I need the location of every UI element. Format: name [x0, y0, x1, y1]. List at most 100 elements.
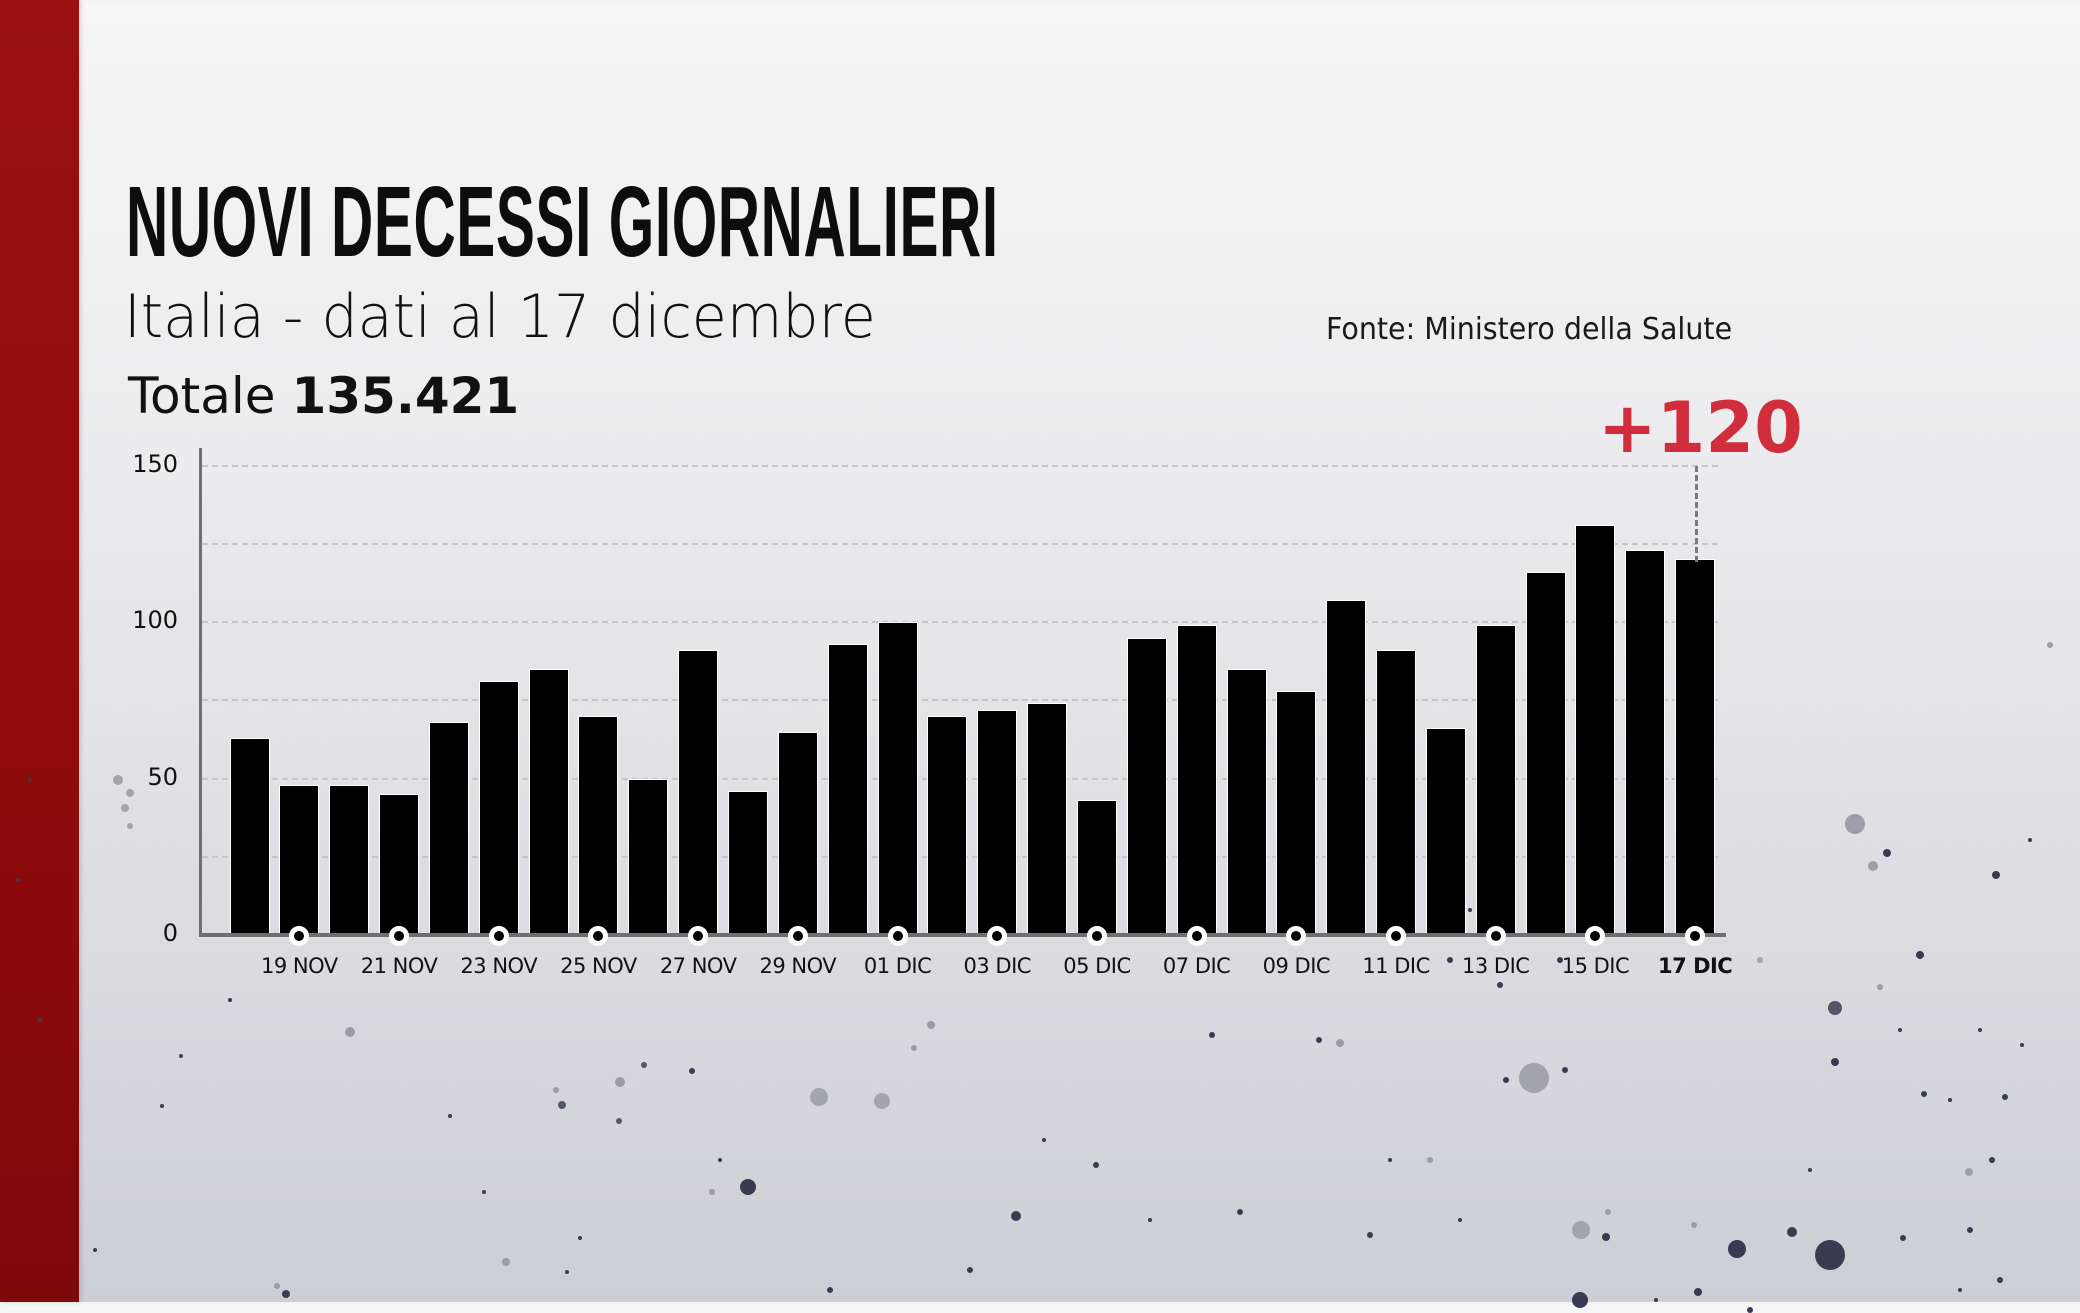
y-tick-label: 0	[162, 919, 178, 947]
x-tick-label: 11 DIC	[1362, 954, 1430, 978]
decorative-dot	[578, 1236, 582, 1240]
x-tick-label: 03 DIC	[963, 954, 1032, 978]
x-tick-label: 07 DIC	[1162, 954, 1231, 978]
decorative-dot	[1787, 1227, 1797, 1237]
x-tick-marker	[1585, 926, 1606, 946]
decorative-dot	[274, 1283, 280, 1289]
bar	[1475, 625, 1516, 936]
total-deaths: Totale 135.421	[128, 366, 519, 426]
x-tick-label: 09 DIC	[1262, 954, 1331, 978]
x-tick-marker	[488, 926, 509, 946]
y-tick-label: 50	[147, 762, 178, 791]
decorative-dot	[1898, 1028, 1902, 1032]
decorative-dot	[1336, 1039, 1344, 1047]
decorative-dot	[502, 1258, 510, 1266]
decorative-dot	[93, 1248, 97, 1252]
decorative-dot	[2047, 642, 2053, 648]
bar	[528, 668, 569, 936]
bar	[1425, 728, 1466, 936]
bar	[777, 731, 818, 936]
x-tick-marker	[1685, 926, 1706, 946]
decorative-dot	[282, 1290, 290, 1298]
decorative-dot	[1042, 1138, 1046, 1142]
bar	[1276, 690, 1317, 936]
bar	[977, 709, 1018, 936]
decorative-dot	[1209, 1032, 1215, 1038]
bar	[1376, 650, 1417, 936]
x-tick-marker	[688, 926, 709, 946]
decorative-dot	[448, 1114, 452, 1118]
decorative-dot	[911, 1045, 917, 1051]
y-axis-line	[199, 448, 202, 937]
decorative-dot	[558, 1101, 566, 1109]
bar	[927, 715, 968, 936]
decorative-dot	[1148, 1218, 1152, 1222]
decorative-dot	[113, 775, 123, 785]
x-tick-label: 23 NOV	[460, 954, 538, 978]
subtitle: Italia - dati al 17 dicembre	[124, 282, 876, 352]
decorative-dot	[827, 1287, 833, 1293]
bar	[1575, 524, 1616, 936]
x-tick-label: 25 NOV	[560, 954, 637, 978]
y-tick-label: 100	[132, 606, 178, 634]
gridline	[202, 542, 1718, 545]
decorative-dot	[126, 789, 134, 797]
decorative-dot	[1747, 1307, 1753, 1313]
decorative-dot	[1808, 1168, 1812, 1172]
decorative-dot	[1921, 1091, 1927, 1097]
decorative-dot	[1388, 1158, 1392, 1162]
x-tick-marker	[1086, 926, 1107, 946]
bar	[279, 784, 320, 936]
decorative-dot	[718, 1158, 722, 1162]
total-value: 135.421	[291, 367, 520, 425]
x-tick-marker	[389, 926, 410, 946]
bar	[379, 794, 420, 936]
decorative-dot	[689, 1068, 695, 1074]
decorative-dot	[160, 1104, 164, 1108]
x-tick-marker	[1186, 926, 1207, 946]
gridline	[202, 464, 1718, 467]
decorative-dot	[1828, 1001, 1842, 1015]
latest-value-highlight: +120	[1598, 387, 1803, 469]
x-tick-label: 05 DIC	[1063, 954, 1131, 978]
decorative-dot	[1965, 1168, 1973, 1176]
decorative-dot	[1992, 871, 2000, 879]
decorative-dot	[1557, 957, 1563, 963]
bar	[1027, 703, 1068, 936]
bar	[578, 715, 619, 936]
decorative-dot	[1691, 1222, 1697, 1228]
decorative-dot	[1757, 957, 1763, 963]
decorative-dot	[1694, 1288, 1702, 1296]
bar	[1126, 637, 1167, 936]
decorative-dot	[1978, 1028, 1982, 1032]
decorative-dot	[1562, 1067, 1568, 1073]
decorative-dot	[1845, 814, 1865, 834]
decorative-dot	[28, 778, 32, 782]
decorative-dot	[641, 1062, 647, 1068]
decorative-dot	[565, 1270, 569, 1274]
decorative-dot	[1877, 984, 1883, 990]
decorative-dot	[1427, 1157, 1433, 1163]
decorative-dot	[616, 1118, 622, 1124]
decorative-dot	[1916, 951, 1924, 959]
decorative-dot	[709, 1189, 715, 1195]
x-tick-marker	[987, 926, 1008, 946]
decorative-dot	[345, 1027, 355, 1037]
decorative-dot	[1468, 908, 1472, 912]
x-tick-label: 29 NOV	[759, 954, 837, 978]
decorative-dot	[38, 1018, 42, 1022]
total-label: Totale	[128, 367, 276, 425]
gridline	[202, 621, 1718, 623]
bar	[877, 622, 918, 936]
x-tick-marker	[1286, 926, 1307, 946]
decorative-dot	[874, 1093, 890, 1109]
decorative-dot	[1989, 1157, 1995, 1163]
decorative-dot	[1815, 1240, 1845, 1270]
x-tick-label: 21 NOV	[360, 954, 438, 978]
decorative-dot	[16, 878, 20, 882]
bar	[628, 778, 669, 936]
decorative-dot	[1728, 1240, 1746, 1258]
decorative-dot	[1367, 1232, 1373, 1238]
bar	[728, 791, 768, 936]
